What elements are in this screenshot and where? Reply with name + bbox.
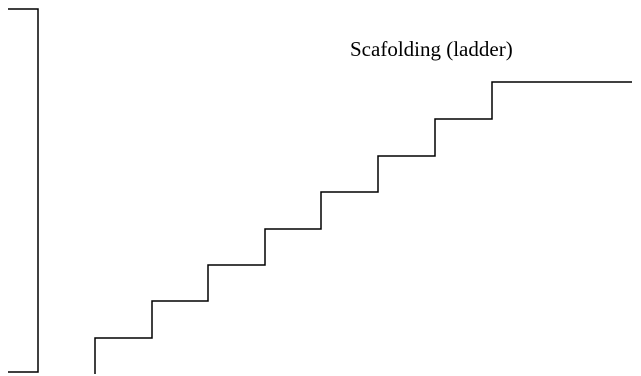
height-bracket xyxy=(8,8,39,373)
ladder-label: Scafolding (ladder) xyxy=(350,37,513,61)
staircase-ladder xyxy=(94,81,632,374)
